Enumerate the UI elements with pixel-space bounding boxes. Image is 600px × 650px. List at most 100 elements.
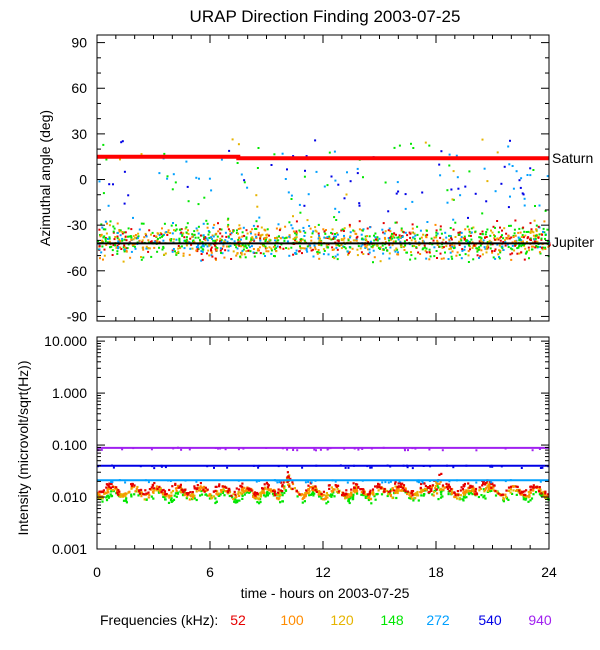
direction-point xyxy=(494,248,497,251)
direction-point xyxy=(102,228,105,231)
direction-point xyxy=(309,246,312,249)
direction-point xyxy=(206,245,209,248)
intensity-point xyxy=(206,494,209,497)
intensity-point xyxy=(467,489,470,492)
direction-point xyxy=(310,236,313,238)
direction-point xyxy=(201,258,204,261)
direction-outlier xyxy=(166,175,169,178)
direction-point xyxy=(170,224,173,227)
direction-point xyxy=(197,225,200,228)
direction-point xyxy=(112,225,115,228)
intensity-point xyxy=(301,501,304,504)
direction-point xyxy=(372,261,374,264)
direction-point xyxy=(497,231,500,234)
direction-point xyxy=(410,239,413,242)
top-ylabel: Azimuthal angle (deg) xyxy=(37,110,53,246)
intensity-outlier xyxy=(224,448,227,451)
bottom-xlabel: time - hours on 2003-07-25 xyxy=(241,585,410,601)
intensity-point xyxy=(303,496,306,499)
direction-outlier xyxy=(328,151,331,154)
intensity-point xyxy=(393,489,396,492)
direction-point xyxy=(206,252,208,255)
intensity-point xyxy=(395,496,398,500)
direction-point xyxy=(394,250,397,253)
intensity-point xyxy=(484,497,487,500)
direction-point xyxy=(440,257,443,260)
direction-point xyxy=(173,229,175,232)
direction-point xyxy=(112,244,115,247)
direction-outlier xyxy=(330,175,333,178)
direction-point xyxy=(312,230,315,233)
direction-point xyxy=(455,254,458,257)
intensity-point xyxy=(458,497,461,500)
direction-point xyxy=(395,247,398,250)
direction-point xyxy=(544,237,546,240)
direction-point xyxy=(391,244,394,247)
direction-point xyxy=(262,245,265,248)
intensity-point xyxy=(409,497,412,500)
direction-point xyxy=(199,234,202,237)
intensity-point xyxy=(319,491,322,494)
direction-point xyxy=(227,217,230,220)
intensity-point xyxy=(214,489,217,492)
intensity-point xyxy=(326,496,329,499)
direction-point xyxy=(239,245,242,248)
direction-point xyxy=(196,229,199,232)
intensity-point xyxy=(231,496,234,499)
intensity-point xyxy=(439,480,442,483)
direction-point xyxy=(493,237,496,240)
direction-point xyxy=(293,236,296,239)
intensity-outlier xyxy=(188,448,191,451)
intensity-point xyxy=(462,491,465,494)
bottom-lines-group xyxy=(97,446,549,482)
direction-point xyxy=(361,243,364,246)
intensity-point xyxy=(544,492,547,495)
direction-point xyxy=(364,245,367,248)
intensity-point xyxy=(436,492,439,495)
direction-outlier xyxy=(243,179,246,182)
direction-outlier xyxy=(455,154,458,157)
intensity-point xyxy=(98,493,101,496)
intensity-outlier xyxy=(398,480,401,483)
direction-point xyxy=(349,246,352,249)
direction-outlier xyxy=(186,185,189,188)
direction-point xyxy=(251,237,254,240)
intensity-point xyxy=(320,492,323,496)
direction-point xyxy=(268,246,271,249)
direction-point xyxy=(368,248,371,251)
direction-point xyxy=(411,223,414,226)
direction-point xyxy=(324,237,327,239)
intensity-outlier xyxy=(153,467,156,470)
intensity-point xyxy=(233,490,236,493)
direction-point xyxy=(481,230,484,233)
intensity-point xyxy=(437,498,440,501)
direction-point xyxy=(100,233,103,236)
direction-point xyxy=(392,235,395,238)
direction-point xyxy=(191,235,194,238)
direction-point xyxy=(318,251,321,254)
intensity-point xyxy=(133,484,136,487)
intensity-outlier xyxy=(490,481,493,484)
intensity-point xyxy=(420,488,424,492)
direction-point xyxy=(132,243,135,246)
direction-point xyxy=(123,244,126,247)
direction-point xyxy=(496,237,499,240)
intensity-point xyxy=(200,490,203,493)
direction-point xyxy=(548,243,551,246)
direction-point xyxy=(489,241,492,244)
direction-outlier xyxy=(356,167,359,170)
direction-point xyxy=(295,233,298,236)
intensity-outlier xyxy=(296,449,299,452)
intensity-point xyxy=(208,493,211,496)
intensity-point xyxy=(161,492,164,495)
intensity-point xyxy=(276,491,279,494)
intensity-point xyxy=(262,489,265,492)
intensity-point xyxy=(180,490,183,494)
direction-point xyxy=(384,246,387,249)
direction-point xyxy=(210,254,213,257)
direction-point xyxy=(466,225,469,228)
direction-point xyxy=(249,239,252,242)
intensity-point xyxy=(118,493,121,496)
intensity-point xyxy=(347,498,350,501)
direction-point xyxy=(206,239,209,242)
